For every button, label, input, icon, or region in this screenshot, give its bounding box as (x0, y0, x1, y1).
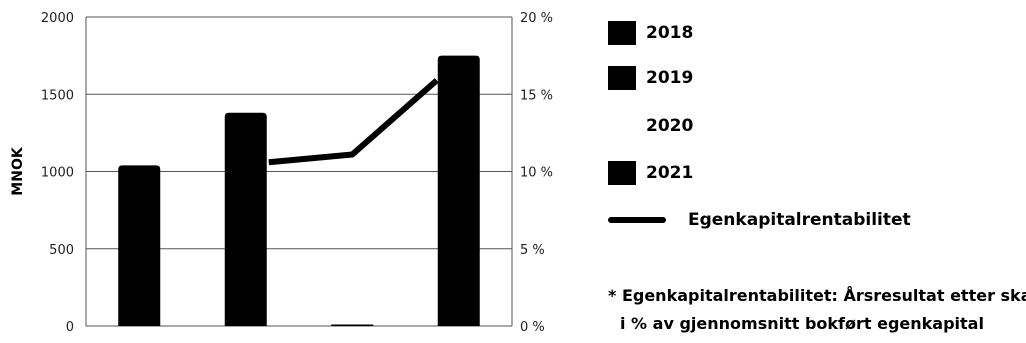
legend-swatch-2018 (608, 21, 636, 45)
legend-swatch-2021 (608, 161, 636, 185)
y2-tick-label: 5 % (520, 243, 545, 258)
egenkapitalrentabilitet-line (268, 78, 439, 166)
right-axis-ticks: 0 % 5 % 10 % 15 % 20 % (520, 11, 553, 335)
y-tick-label: 1500 (41, 88, 74, 103)
legend-swatch-2019 (608, 66, 636, 90)
legend-item-2018: 2018 (608, 19, 693, 47)
legend-item-2020: 2020 (608, 112, 693, 140)
legend-item-2021: 2021 (608, 159, 693, 187)
combo-chart: 0 500 1000 1500 2000 0 % 5 % 10 % 15 % 20 % MNOK (10, 11, 553, 335)
bar-2021 (437, 55, 480, 326)
bar-2019 (224, 112, 267, 326)
y-tick-label: 500 (49, 243, 74, 258)
legend-item-2019: 2019 (608, 64, 693, 92)
bar-2020 (331, 324, 374, 326)
legend-item-line: Egenkapitalrentabilitet (608, 206, 911, 234)
y-tick-label: 1000 (41, 166, 74, 181)
y-tick-label: 2000 (41, 11, 74, 26)
y2-tick-label: 10 % (520, 166, 553, 181)
footnote-line-1: * Egenkapitalrentabilitet: Årsresultat e… (608, 286, 1026, 305)
left-axis-ticks: 0 500 1000 1500 2000 (41, 11, 74, 335)
legend-swatch-2020 (608, 114, 636, 138)
y2-tick-label: 20 % (520, 11, 553, 26)
y2-tick-label: 15 % (520, 88, 553, 103)
y-axis-label: MNOK (10, 146, 26, 196)
legend-label-2019: 2019 (646, 68, 694, 88)
footnote-line-2: i % av gjennomsnitt bokført egenkapital (620, 314, 984, 333)
legend-label-2021: 2021 (646, 163, 694, 183)
legend-label-line: Egenkapitalrentabilitet (688, 210, 911, 230)
legend-line-swatch (608, 217, 666, 223)
bar-2018 (118, 165, 161, 326)
legend: 2018 2019 2020 2021 Egenkapitalrentabili… (608, 0, 1026, 343)
bar-series (118, 55, 480, 326)
y2-tick-label: 0 % (520, 320, 545, 335)
y-tick-label: 0 (66, 320, 74, 335)
legend-label-2018: 2018 (646, 23, 694, 43)
legend-label-2020: 2020 (646, 116, 694, 136)
